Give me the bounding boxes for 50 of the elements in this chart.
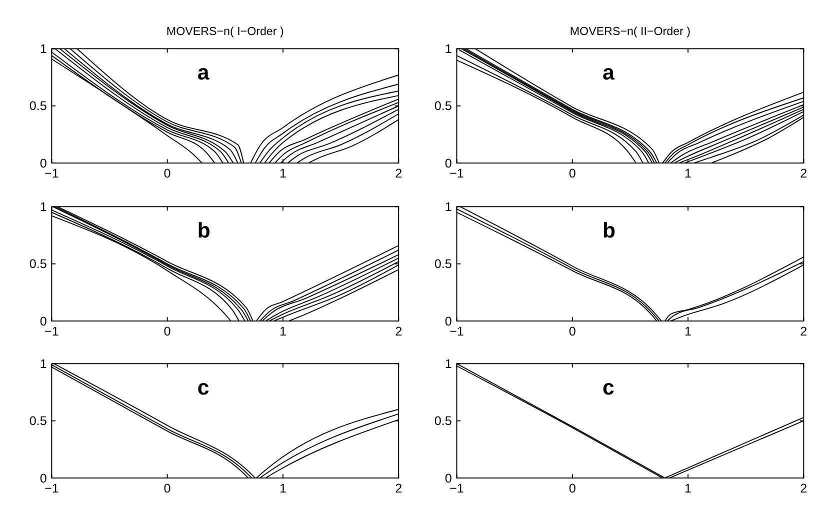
annotation: a — [602, 60, 614, 85]
y-tick-label: 1 — [444, 200, 452, 214]
x-tick-label: 0 — [568, 166, 576, 181]
annotation: b — [197, 218, 210, 243]
x-tick-label: 2 — [800, 482, 808, 496]
y-tick-label: 0 — [444, 314, 452, 328]
y-tick-label: 0.5 — [434, 257, 452, 272]
y-tick-label: 0 — [40, 471, 47, 486]
y-tick-label: 0 — [444, 156, 452, 170]
chart-title: MOVERS−n( I−Order ) — [166, 25, 284, 38]
x-tick-label: 0 — [568, 482, 576, 496]
x-tick-label: 1 — [279, 324, 286, 339]
y-tick-label: 1 — [444, 42, 452, 56]
x-tick-label: 1 — [684, 482, 692, 496]
x-tick-label: 0 — [164, 482, 171, 496]
y-tick-label: 1 — [40, 200, 47, 214]
y-tick-label: 1 — [40, 42, 47, 56]
x-tick-label: −1 — [44, 166, 59, 181]
y-tick-label: 0.5 — [434, 414, 452, 428]
x-tick-label: 1 — [279, 482, 286, 496]
x-tick-label: 0 — [164, 166, 171, 181]
x-tick-label: −1 — [450, 166, 464, 181]
x-tick-label: 2 — [395, 324, 402, 339]
x-tick-label: −1 — [450, 324, 464, 339]
x-tick-label: 2 — [395, 482, 402, 496]
y-tick-label: 1 — [40, 357, 47, 372]
y-tick-label: 0 — [40, 156, 47, 170]
annotation: a — [197, 60, 210, 85]
x-tick-label: −1 — [44, 324, 59, 339]
x-tick-label: 2 — [800, 324, 808, 339]
annotation: c — [197, 376, 210, 400]
x-tick-label: 1 — [684, 166, 692, 181]
x-tick-label: 0 — [568, 324, 576, 339]
y-tick-label: 1 — [444, 357, 452, 372]
x-tick-label: 1 — [279, 166, 286, 181]
x-tick-label: −1 — [44, 482, 59, 496]
x-tick-label: 2 — [395, 166, 402, 181]
x-tick-label: −1 — [450, 482, 464, 496]
y-tick-label: 0.5 — [29, 257, 47, 272]
y-tick-label: 0.5 — [29, 99, 47, 114]
y-tick-label: 0.5 — [29, 414, 47, 428]
x-tick-label: 0 — [164, 324, 171, 339]
x-tick-label: 2 — [800, 166, 808, 181]
y-tick-label: 0.5 — [434, 99, 452, 114]
y-tick-label: 0 — [40, 314, 47, 328]
chart-title: MOVERS−n( II−Order ) — [570, 25, 691, 38]
y-tick-label: 0 — [444, 471, 452, 486]
annotation: c — [602, 376, 614, 400]
annotation: b — [602, 218, 616, 243]
x-tick-label: 1 — [684, 324, 692, 339]
